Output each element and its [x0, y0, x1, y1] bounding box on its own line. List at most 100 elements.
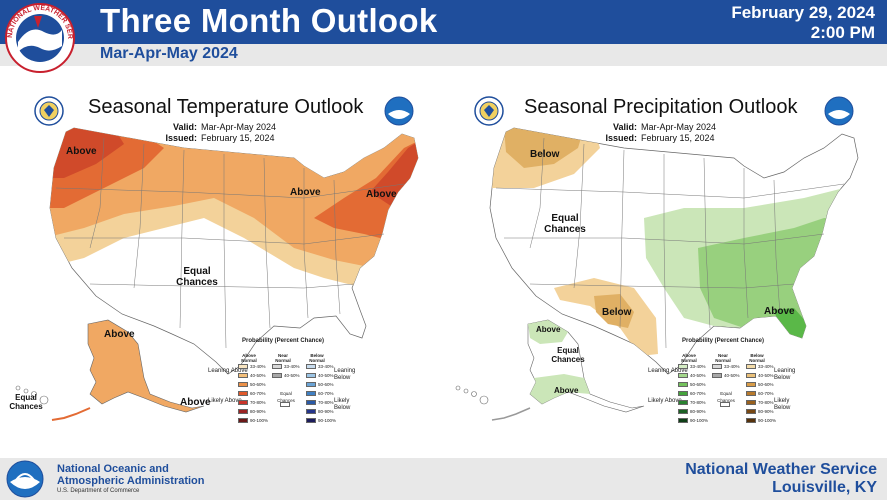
legend-row-label: 70-80%	[690, 400, 706, 405]
legend-swatch-above	[238, 418, 248, 423]
aleutians	[491, 407, 531, 421]
issued-label: Issued:	[165, 133, 197, 143]
legend-swatch-above	[238, 373, 248, 378]
noaa-name: National Oceanic and Atmospheric Adminis…	[57, 463, 205, 487]
legend-equal-swatch	[280, 402, 290, 407]
office-line1: National Weather Service	[685, 461, 877, 478]
legend-row-label: 50-60%	[318, 382, 334, 387]
label-above-southeast: Above	[764, 306, 795, 317]
legend-col-above: Above Normal	[681, 353, 697, 363]
legend-col-near: Near Normal	[275, 353, 291, 363]
temperature-outlook-title: Seasonal Temperature Outlook	[88, 96, 364, 118]
subheader-bar: Mar-Apr-May 2024	[0, 44, 887, 66]
legend-likely-below: Likely Below	[334, 398, 351, 411]
header-bar: Three Month Outlook February 29, 2024 2:…	[0, 0, 887, 44]
temperature-legend: Probability (Percent Chance) Above Norma…	[208, 338, 358, 438]
outlook-period: Mar-Apr-May 2024	[100, 45, 238, 62]
legend-row-label: 33-40%	[250, 364, 266, 369]
legend-swatch-near	[712, 364, 722, 369]
valid-label: Valid:	[172, 122, 197, 132]
label-equal-chances-alaska: Equal Chances	[551, 346, 585, 364]
issued-value: February 15, 2024	[201, 133, 275, 143]
legend-swatch-below	[306, 382, 316, 387]
issue-time: 2:00 PM	[810, 23, 875, 42]
precipitation-legend: Probability (Percent Chance) Above Norma…	[648, 338, 798, 438]
label-below-south: Below	[602, 307, 632, 318]
legend-swatch-below	[306, 391, 316, 396]
temperature-outlook-panel: Seasonal Temperature Outlook Valid: Mar-A…	[4, 88, 444, 438]
temp-band-60-70-east	[370, 138, 418, 208]
legend-swatch-above	[238, 382, 248, 387]
temperature-valid-block: Valid: Mar-Apr-May 2024 Issued: February 1…	[159, 122, 276, 144]
legend-col-above: Above Normal	[241, 353, 257, 363]
legend-swatch-above	[678, 409, 688, 414]
label-above-northeast: Above	[366, 189, 397, 200]
legend-row-label: 70-80%	[758, 400, 774, 405]
legend-row-label: 80-90%	[758, 409, 774, 414]
legend-row-label: 40-50%	[690, 373, 706, 378]
legend-row-label: 60-70%	[690, 391, 706, 396]
legend-swatch-below	[306, 373, 316, 378]
legend-swatch-below	[306, 418, 316, 423]
noaa-department: U.S. Department of Commerce	[57, 488, 140, 494]
legend-row-label: 60-70%	[758, 391, 774, 396]
legend-row-label: 33-40%	[318, 364, 334, 369]
legend-row-label: 50-60%	[758, 382, 774, 387]
issue-datetime: February 29, 2024 2:00 PM	[731, 3, 875, 43]
legend-swatch-above	[238, 409, 248, 414]
legend-row-label: 40-50%	[284, 373, 300, 378]
legend-swatch-below	[306, 400, 316, 405]
label-above-alaska-south: Above	[554, 386, 579, 395]
legend-swatch-below	[306, 409, 316, 414]
legend-likely-above: Likely Above	[208, 398, 242, 404]
legend-leaning-below: Leaning Below	[334, 368, 356, 381]
noaa-small-logo-icon	[824, 96, 854, 126]
legend-row-label: 80-90%	[250, 409, 266, 414]
issue-date: February 29, 2024	[731, 3, 875, 22]
legend-swatch-below	[746, 382, 756, 387]
alaska-north-above	[528, 320, 568, 344]
legend-swatch-below	[746, 364, 756, 369]
label-below-northwest: Below	[530, 149, 560, 160]
commerce-seal-icon	[474, 96, 504, 126]
nws-office: National Weather Service Louisville, KY	[685, 461, 877, 497]
legend-row-label: 80-90%	[690, 409, 706, 414]
legend-row-label: 33-40%	[724, 364, 740, 369]
alaska-shape	[87, 319, 205, 413]
legend-swatch-near	[272, 373, 282, 378]
legend-swatch-above	[678, 418, 688, 423]
noaa-name-line2: Atmospheric Administration	[57, 475, 205, 487]
footer-bar: National Oceanic and Atmospheric Adminis…	[0, 458, 887, 500]
legend-row-label: 60-70%	[250, 391, 266, 396]
legend-row-label: 90-100%	[318, 418, 337, 423]
legend-row-label: 33-40%	[690, 364, 706, 369]
precip-below-south-40-50	[594, 294, 634, 328]
office-line2: Louisville, KY	[772, 479, 877, 496]
legend-row-label: 80-90%	[318, 409, 334, 414]
legend-swatch-near	[712, 373, 722, 378]
commerce-seal-icon	[34, 96, 64, 126]
legend-col-near: Near Normal	[715, 353, 731, 363]
legend-row-label: 40-50%	[250, 373, 266, 378]
legend-swatch-above	[678, 373, 688, 378]
legend-swatch-above	[678, 364, 688, 369]
legend-swatch-near	[272, 364, 282, 369]
legend-swatch-below	[746, 373, 756, 378]
page-title: Three Month Outlook	[100, 2, 438, 39]
legend-title: Probability (Percent Chance)	[681, 338, 765, 344]
legend-swatch-above	[238, 364, 248, 369]
hawaii-islands	[455, 385, 489, 405]
precipitation-outlook-panel: Seasonal Precipitation Outlook Valid: Mar…	[444, 88, 884, 438]
legend-likely-above: Likely Above	[648, 398, 682, 404]
legend-title: Probability (Percent Chance)	[241, 338, 325, 344]
alaska-south-above	[530, 374, 590, 404]
legend-swatch-above	[678, 391, 688, 396]
label-equal-chances-west: Equal Chances	[544, 213, 586, 235]
legend-swatch-below	[746, 409, 756, 414]
state-lines	[55, 137, 405, 349]
legend-leaning-below: Leaning Below	[774, 368, 796, 381]
legend-swatch-below	[746, 400, 756, 405]
label-above-great-lakes: Above	[290, 187, 321, 198]
label-above-aleutians: Above	[180, 397, 211, 408]
precipitation-valid-block: Valid: Mar-Apr-May 2024 Issued: February 1…	[599, 122, 716, 144]
